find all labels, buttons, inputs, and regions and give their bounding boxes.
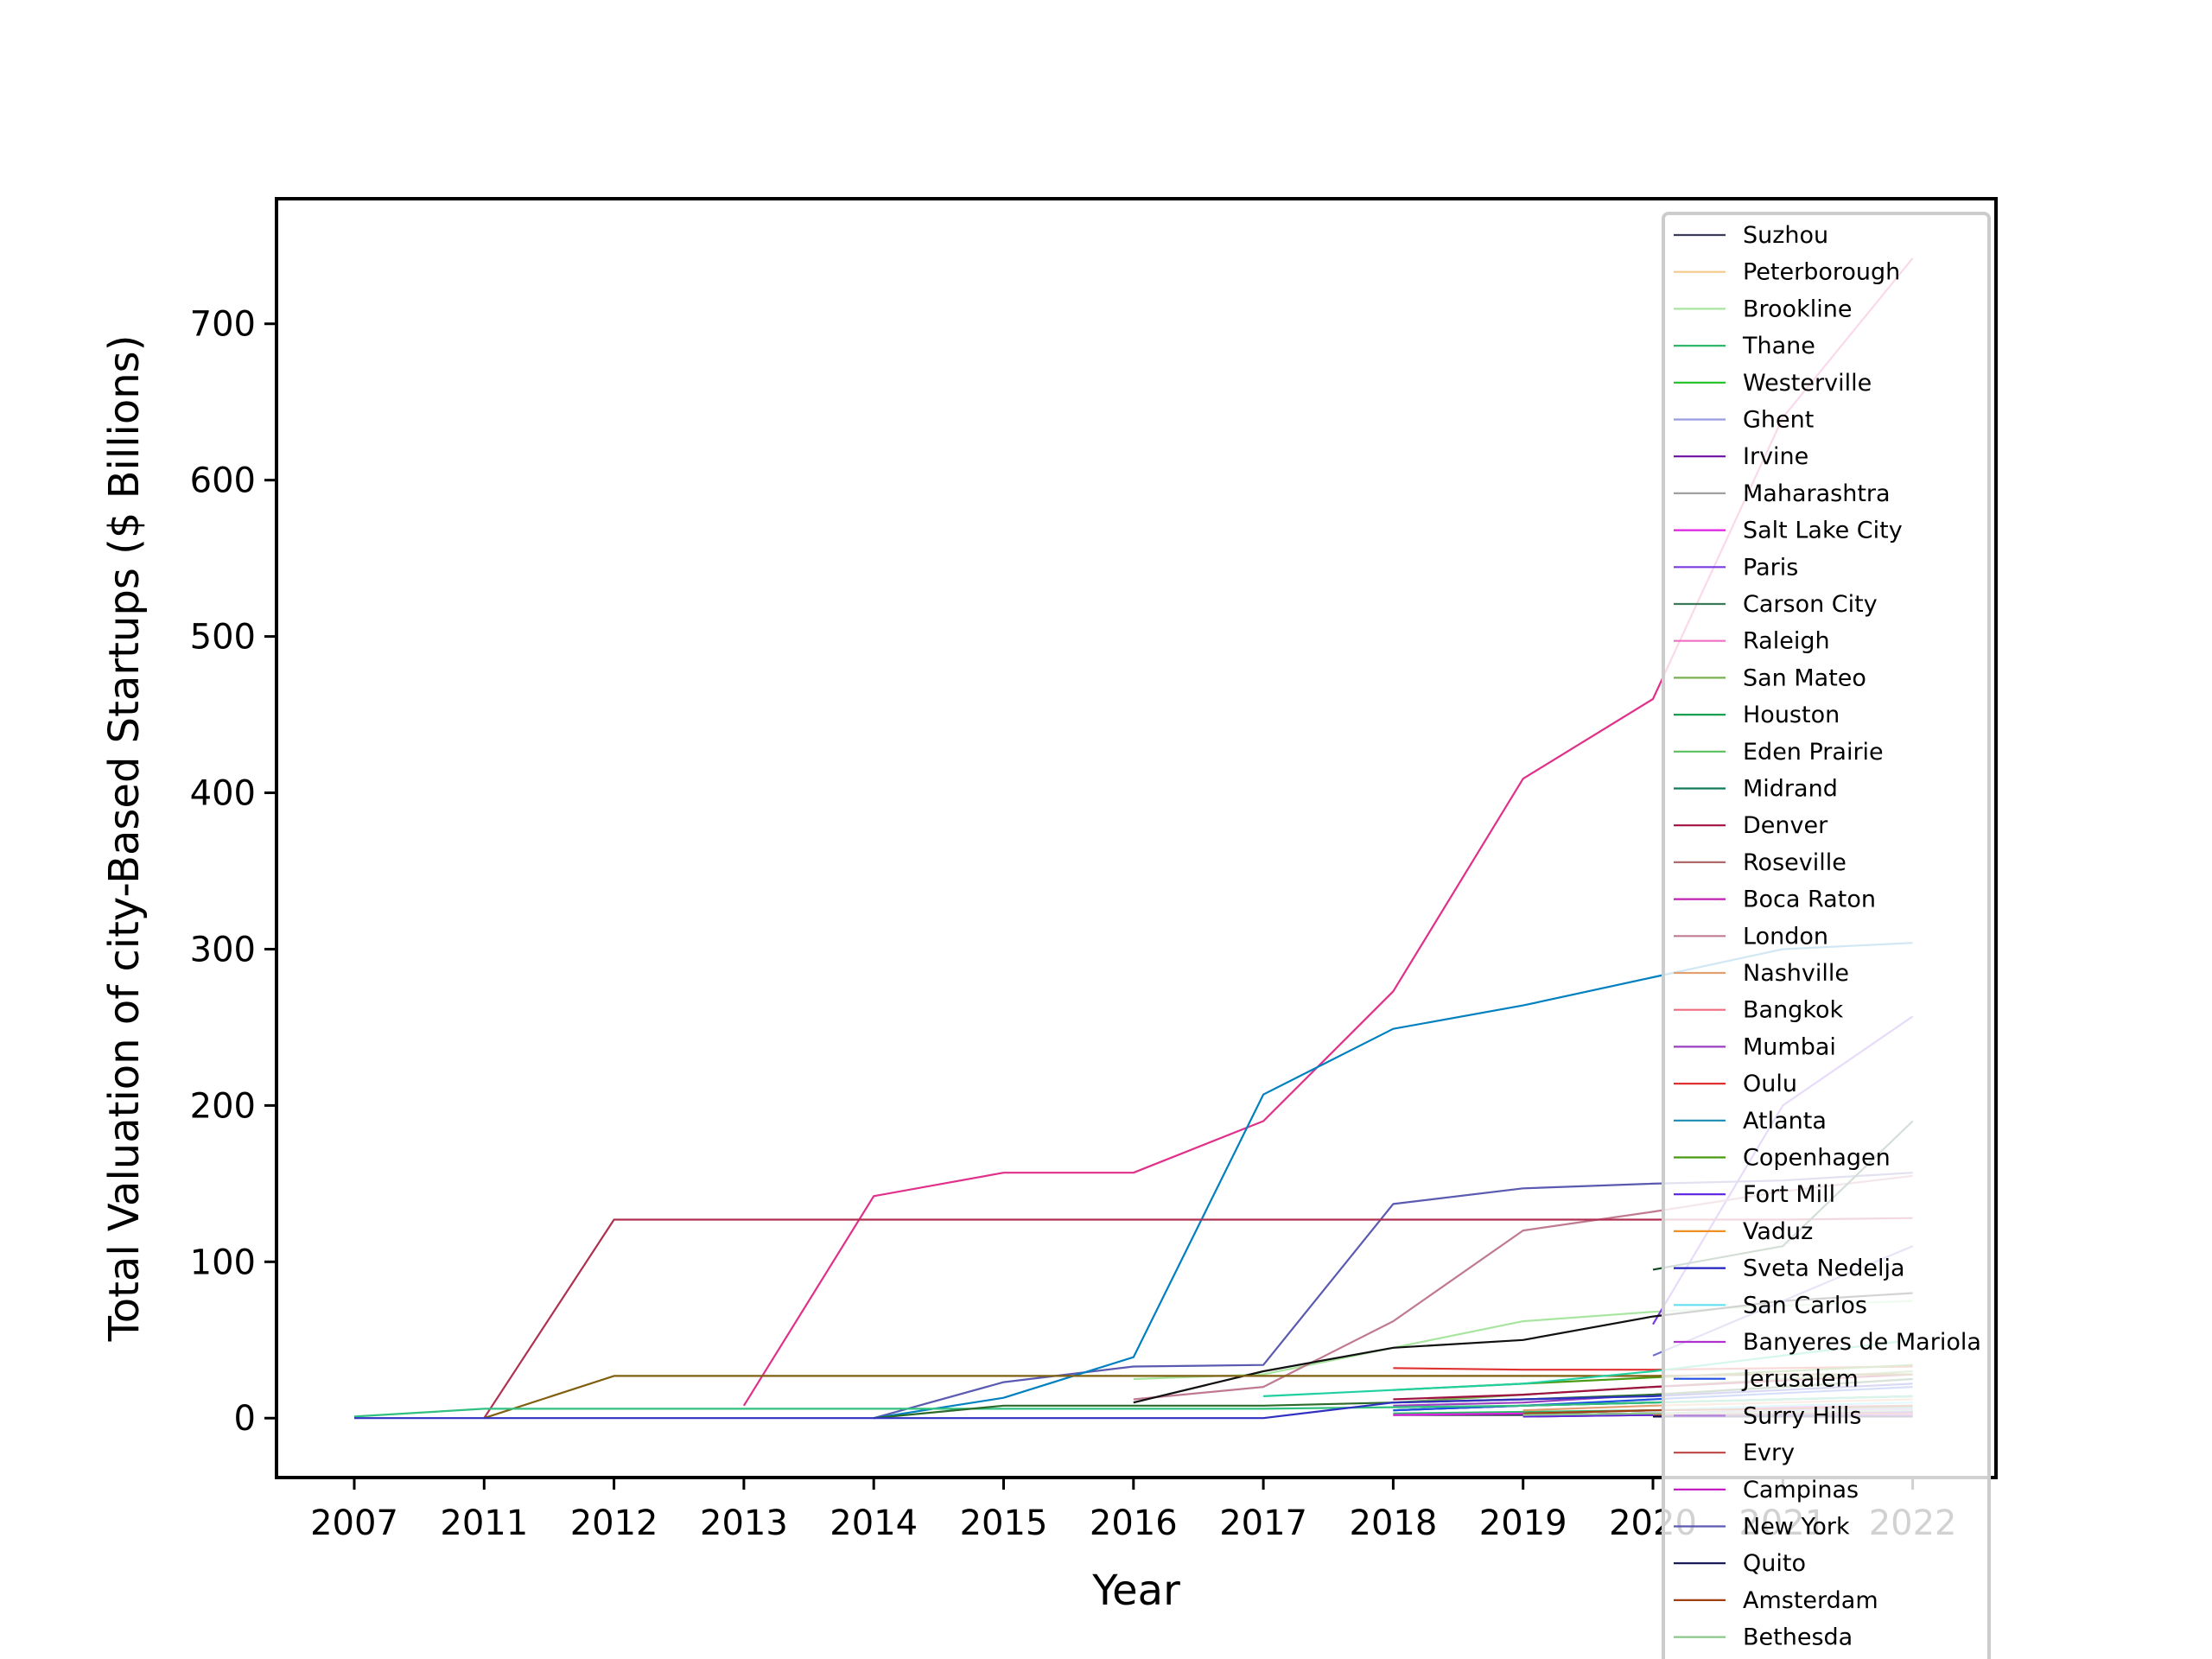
x-tick-label: 2019 bbox=[1479, 1503, 1567, 1543]
x-tick-label: 2018 bbox=[1350, 1503, 1438, 1543]
x-tick-label: 2011 bbox=[440, 1503, 528, 1543]
legend-label: Eden Prairie bbox=[1743, 739, 1884, 766]
legend-label: Paris bbox=[1743, 554, 1798, 581]
y-tick-label: 400 bbox=[190, 774, 256, 814]
legend-label: San Carlos bbox=[1743, 1292, 1867, 1319]
legend-label: Carson City bbox=[1743, 591, 1878, 618]
legend-label: Salt Lake City bbox=[1743, 518, 1903, 544]
legend-label: Ghent bbox=[1743, 407, 1814, 434]
x-tick-label: 2017 bbox=[1219, 1503, 1307, 1543]
legend: Suzhou Peterborough Brookline Thane Westervi… bbox=[1662, 212, 1991, 1659]
series-line-unlabeled-48 bbox=[354, 1382, 1913, 1420]
y-axis-title: Total Valuation of city-Based Startups (… bbox=[100, 335, 149, 1343]
x-tick-label: 2007 bbox=[310, 1503, 398, 1543]
plot-frame bbox=[275, 197, 1998, 1479]
legend-label: Campinas bbox=[1743, 1477, 1859, 1503]
series-line-unlabeled-45 bbox=[353, 1395, 1913, 1418]
legend-label: Sveta Nedelja bbox=[1743, 1255, 1905, 1282]
legend-label: Brookline bbox=[1743, 296, 1852, 322]
legend-label: Atlanta bbox=[1743, 1108, 1827, 1135]
legend-label: Raleigh bbox=[1743, 628, 1830, 655]
x-tick-label: 2012 bbox=[570, 1503, 658, 1543]
x-tick-label: 2014 bbox=[830, 1503, 918, 1543]
legend-label: Westerville bbox=[1743, 370, 1872, 397]
legend-label: London bbox=[1743, 923, 1828, 950]
x-tick-label: 2013 bbox=[700, 1503, 788, 1543]
y-tick-label: 500 bbox=[190, 618, 256, 658]
y-axis: 0 100 200 300 400 500 600 700 bbox=[190, 305, 276, 1439]
legend-label: Midrand bbox=[1743, 776, 1838, 803]
legend-label: Oulu bbox=[1743, 1071, 1797, 1097]
legend-label: Surry Hills bbox=[1743, 1402, 1861, 1429]
x-tick-label: 2016 bbox=[1090, 1503, 1178, 1543]
y-tick-label: 300 bbox=[190, 930, 256, 969]
legend-label: Roseville bbox=[1743, 849, 1847, 876]
y-tick-label: 700 bbox=[190, 305, 256, 345]
legend-label: Bethesda bbox=[1743, 1624, 1853, 1651]
legend-label: Peterborough bbox=[1743, 259, 1900, 286]
legend-label: Maharashtra bbox=[1743, 480, 1891, 507]
legend-label: Quito bbox=[1743, 1550, 1806, 1577]
x-axis-title: Year bbox=[1091, 1567, 1180, 1615]
legend-box bbox=[1662, 212, 1991, 1659]
y-tick-label: 100 bbox=[190, 1243, 256, 1282]
legend-label: Copenhagen bbox=[1743, 1145, 1891, 1172]
legend-label: Bangkok bbox=[1743, 997, 1844, 1024]
legend-label: Nashville bbox=[1743, 960, 1849, 987]
y-tick-label: 0 bbox=[234, 1399, 256, 1439]
legend-label: Boca Raton bbox=[1743, 887, 1876, 913]
legend-label: New York bbox=[1743, 1514, 1850, 1541]
legend-label: Irvine bbox=[1743, 443, 1808, 470]
legend-label: Banyeres de Mariola bbox=[1743, 1329, 1981, 1356]
legend-label: Amsterdam bbox=[1743, 1587, 1878, 1614]
legend-label: Thane bbox=[1742, 333, 1815, 359]
legend-label: San Mateo bbox=[1743, 664, 1866, 691]
y-tick-label: 200 bbox=[190, 1086, 256, 1126]
legend-label: Houston bbox=[1743, 702, 1840, 728]
legend-label: Jerusalem bbox=[1741, 1366, 1859, 1393]
legend-label: Evry bbox=[1743, 1440, 1795, 1466]
y-tick-label: 600 bbox=[190, 461, 256, 501]
legend-label: Fort Mill bbox=[1743, 1181, 1835, 1208]
legend-label: Vaduz bbox=[1743, 1218, 1813, 1245]
legend-label: Denver bbox=[1743, 812, 1828, 839]
legend-label: Mumbai bbox=[1743, 1033, 1836, 1060]
x-tick-label: 2015 bbox=[960, 1503, 1048, 1543]
legend-label: Suzhou bbox=[1743, 222, 1828, 249]
